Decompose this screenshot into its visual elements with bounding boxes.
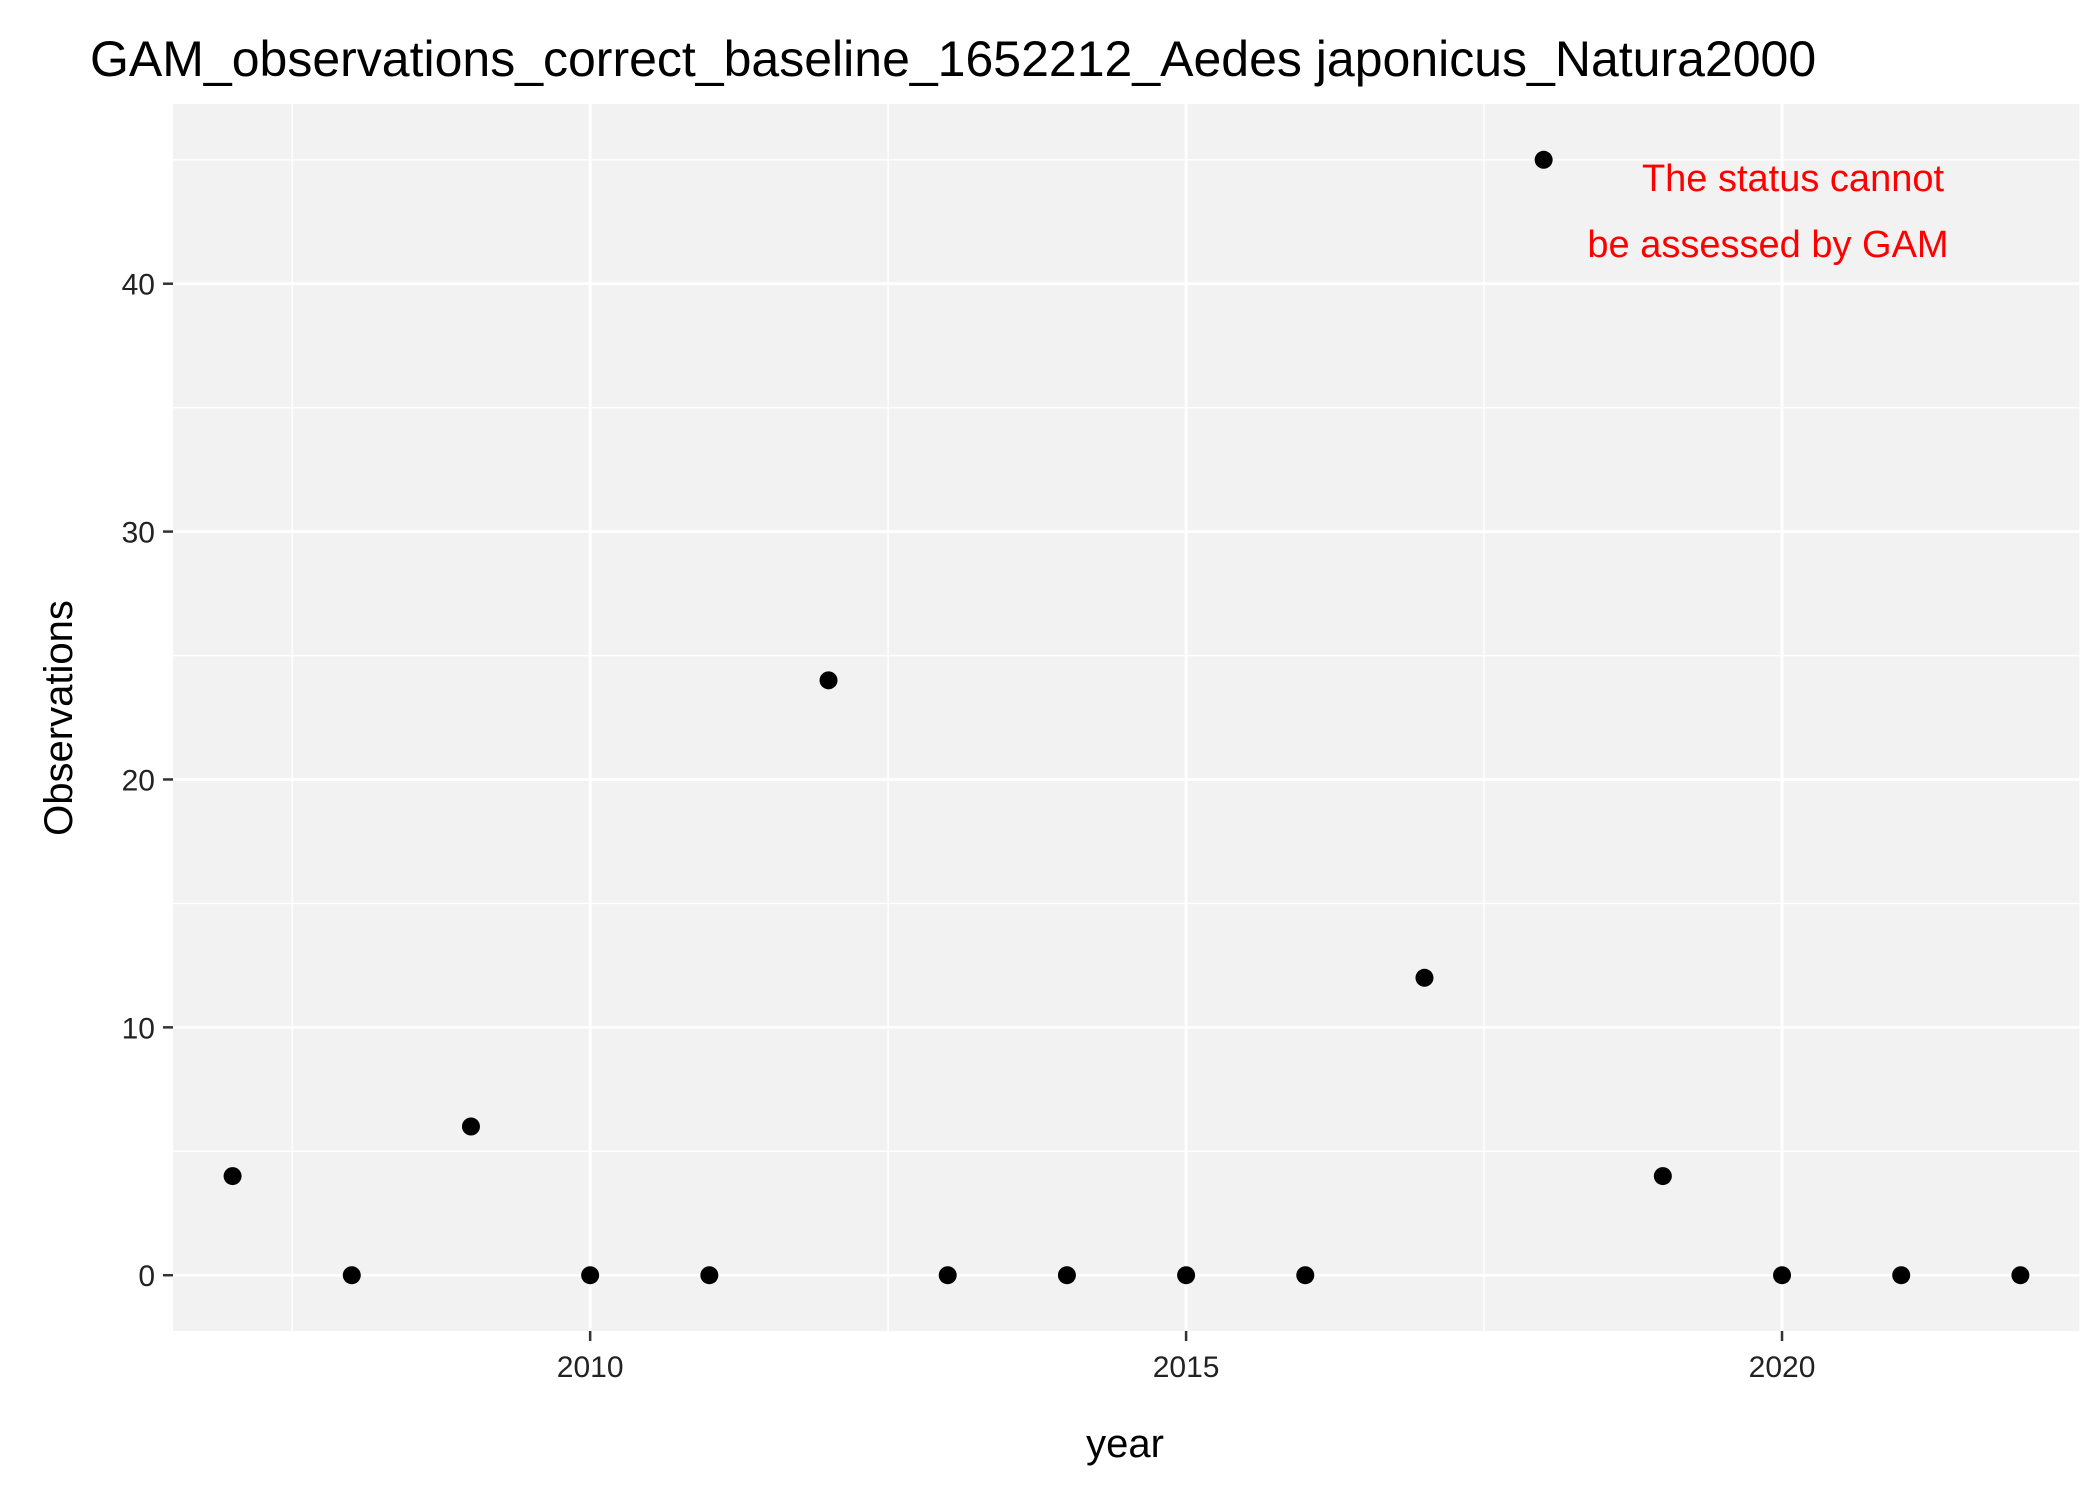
annotation-line-2: be assessed by GAM xyxy=(1587,224,1948,266)
data-point xyxy=(1296,1266,1315,1285)
data-point xyxy=(1057,1266,1076,1285)
data-point xyxy=(819,671,838,690)
data-point xyxy=(223,1167,242,1186)
data-point xyxy=(1773,1266,1792,1285)
y-axis-title: Observations xyxy=(37,600,81,836)
data-point xyxy=(2011,1266,2030,1285)
y-tick-label: 30 xyxy=(122,517,155,550)
data-point xyxy=(700,1266,719,1285)
data-point xyxy=(1534,150,1553,169)
y-tick-label: 40 xyxy=(122,269,155,302)
x-tick-label: 2020 xyxy=(1749,1351,1816,1384)
y-tick-label: 20 xyxy=(122,764,155,797)
data-point xyxy=(938,1266,957,1285)
grid-major xyxy=(173,104,2080,1331)
plot-panel xyxy=(173,104,2080,1331)
x-tick-label: 2015 xyxy=(1153,1351,1220,1384)
annotation-line-1: The status cannot xyxy=(1642,158,1945,200)
data-point xyxy=(461,1117,480,1136)
data-point xyxy=(1415,968,1434,987)
data-point xyxy=(342,1266,361,1285)
chart-title: GAM_observations_correct_baseline_165221… xyxy=(90,31,1816,87)
y-tick-label: 0 xyxy=(138,1260,155,1293)
x-axis: 2010 2015 2020 xyxy=(557,1331,1816,1384)
y-tick-label: 10 xyxy=(122,1012,155,1045)
x-axis-title: year xyxy=(1086,1422,1164,1466)
data-points xyxy=(223,150,2030,1285)
grid-minor xyxy=(173,104,2081,1331)
x-tick-label: 2010 xyxy=(557,1351,624,1384)
data-point xyxy=(581,1266,600,1285)
y-axis: 0 10 20 30 40 xyxy=(122,269,173,1293)
data-point xyxy=(1653,1167,1672,1186)
data-point xyxy=(1892,1266,1911,1285)
data-point xyxy=(1177,1266,1196,1285)
